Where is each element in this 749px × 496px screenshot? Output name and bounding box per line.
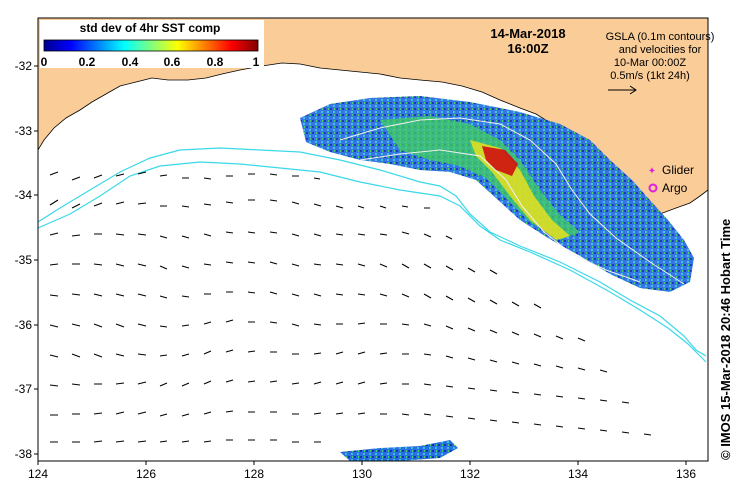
gsla-note-line: 10-Mar 00:00Z (614, 57, 686, 69)
gsla-contour (339, 117, 685, 285)
legend-glider: Glider (662, 163, 694, 177)
legend-argo: Argo (662, 181, 688, 195)
glider-marker-icon: ✦ (648, 166, 656, 177)
lat-tick: -36 (15, 318, 33, 332)
gsla-note-line: and velocities for (619, 44, 702, 56)
lon-tick: 126 (136, 467, 156, 481)
lon-tick: 134 (568, 467, 588, 481)
colorbar (43, 39, 259, 52)
colorbar-tick: 0.4 (122, 55, 139, 69)
colorbar-label: std dev of 4hr SST comp (80, 21, 221, 35)
sst-max-patch (482, 146, 518, 176)
lat-tick: -35 (15, 253, 33, 267)
colorbar-tick: 1 (253, 55, 260, 69)
argo-marker-icon (648, 183, 658, 193)
title-time: 16:00Z (507, 41, 548, 56)
lat-tick: -32 (15, 59, 33, 73)
colorbar-tick: 0.2 (79, 55, 96, 69)
sst-south-patch (340, 440, 458, 461)
lon-tick: 130 (352, 467, 372, 481)
colorbar-tick: 0 (41, 55, 48, 69)
lon-tick: 132 (460, 467, 480, 481)
gsla-note-line: 0.5m/s (1kt 24h) (610, 70, 689, 82)
gsla-contour-2 (359, 149, 641, 283)
lat-tick: -34 (15, 188, 33, 202)
shelf-contour (38, 147, 707, 357)
lat-tick: -37 (15, 382, 33, 396)
lat-tick: -33 (15, 124, 33, 138)
lon-tick: 128 (244, 467, 264, 481)
colorbar-tick: 0.6 (164, 55, 181, 69)
x-axis: 124 126 128 130 132 134 136 (28, 461, 696, 481)
gsla-note-line: GSLA (0.1m contours) (606, 31, 715, 43)
lon-tick: 124 (28, 467, 48, 481)
title-date: 14-Mar-2018 (490, 26, 565, 41)
y-axis: -32 -33 -34 -35 -36 -37 -38 (15, 59, 38, 461)
deep-contour (38, 161, 707, 363)
colorbar-ticks: 0 0.2 0.4 0.6 0.8 1 (41, 55, 260, 69)
lat-tick: -38 (15, 447, 33, 461)
plot-frame (37, 17, 709, 462)
colorbar-tick: 0.8 (207, 55, 224, 69)
lon-tick: 136 (676, 467, 696, 481)
velocity-scale-arrow (608, 85, 637, 95)
credit-text: © IMOS 15-Mar-2018 20:46 Hobart Time (718, 218, 733, 460)
velocity-arrows (49, 171, 652, 443)
